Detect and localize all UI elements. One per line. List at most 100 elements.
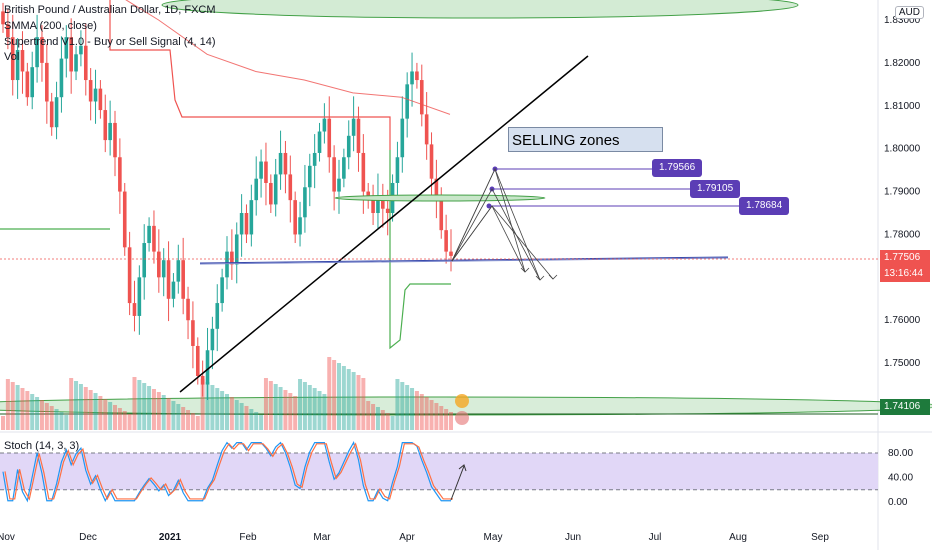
x-tick-label: Jun <box>565 532 581 543</box>
x-tick-label: Jul <box>649 532 662 543</box>
volume-bar <box>283 390 288 430</box>
volume-bar <box>176 404 181 430</box>
currency-badge[interactable]: AUD <box>894 6 924 19</box>
candle-body <box>439 195 444 231</box>
event-marker <box>455 394 469 408</box>
volume-bar <box>385 413 390 430</box>
candle-body <box>166 260 171 299</box>
candle-body <box>410 71 414 85</box>
candle-body <box>195 345 200 376</box>
volume-bar <box>20 388 25 430</box>
selling-zones-label: SELLING zones <box>508 127 663 152</box>
candle-body <box>239 213 244 235</box>
candle-body <box>69 37 73 72</box>
stoch-up-arrow <box>450 464 467 501</box>
volume-bar <box>346 369 351 430</box>
volume-bar <box>225 394 229 430</box>
volume-bar <box>298 379 303 430</box>
volume-bar <box>307 385 312 430</box>
candle-body <box>49 101 54 128</box>
volume-bar <box>249 409 254 430</box>
y-tick-label: 1.80000 <box>884 144 921 155</box>
volume-legend: Vol <box>4 51 20 63</box>
projection-arrowhead <box>535 275 545 281</box>
volume-bar <box>122 411 127 430</box>
candle-body <box>181 260 185 299</box>
projection-path <box>451 167 541 281</box>
x-tick-label: 2021 <box>159 532 182 543</box>
stoch-legend: Stoch (14, 3, 3) <box>4 440 80 452</box>
supertrend-down-segment <box>109 0 391 150</box>
y-tick-label: 1.79000 <box>884 187 921 198</box>
candle-body <box>118 157 122 192</box>
candle-body <box>429 144 434 179</box>
volume-bar <box>434 403 439 430</box>
supertrend-up-segment <box>389 150 451 350</box>
candle-body <box>395 157 400 183</box>
volume-bar <box>5 379 10 430</box>
x-tick-label: May <box>484 532 503 543</box>
candle-body <box>152 225 156 252</box>
volume-bar <box>351 372 356 430</box>
candle-body <box>191 320 195 346</box>
candle-body <box>161 260 166 278</box>
trend-line <box>179 55 589 393</box>
volume-bar <box>439 406 444 430</box>
volume-bar <box>220 391 225 430</box>
candle-body <box>337 178 341 192</box>
volume-bar <box>361 378 366 430</box>
candle-body <box>283 152 288 175</box>
smma-line <box>125 0 451 115</box>
volume-bar <box>200 379 205 430</box>
candle-body <box>307 165 312 188</box>
volume-bar <box>88 390 93 430</box>
candle-body <box>132 303 137 316</box>
volume-bar <box>44 403 49 430</box>
candle-body <box>234 234 239 265</box>
candle-body <box>312 152 317 166</box>
candle-body <box>269 182 273 205</box>
volume-bar <box>234 400 239 430</box>
volume-bar <box>54 409 59 430</box>
candle-body <box>444 230 448 252</box>
stoch-band <box>0 453 878 490</box>
candle-body <box>278 152 283 175</box>
resistance-zone <box>161 0 799 19</box>
candle-body <box>98 88 103 111</box>
volume-bar <box>156 392 161 430</box>
volume-bar <box>322 394 327 430</box>
volume-bar <box>161 395 166 430</box>
volume-bar <box>312 388 317 430</box>
volume-bar <box>59 412 64 430</box>
volume-bar <box>117 408 122 430</box>
volume-bar <box>268 381 273 430</box>
candle-body <box>64 37 69 59</box>
level-badge-1: 1.79566 <box>652 159 703 177</box>
candle-body <box>405 84 409 119</box>
stoch-d-line <box>4 442 453 501</box>
candle-body <box>137 277 142 316</box>
candle-body <box>171 281 176 299</box>
candle-body <box>74 54 78 72</box>
candle-body <box>293 200 297 235</box>
candle-body <box>424 114 429 145</box>
volume-bar <box>195 416 200 430</box>
volume-bar <box>278 387 283 430</box>
volume-bar <box>244 406 249 430</box>
candle-body <box>419 80 424 115</box>
projection-path <box>451 205 526 273</box>
volume-bar <box>186 410 191 430</box>
volume-bar <box>78 384 83 430</box>
volume-bar <box>215 388 220 430</box>
candle-body <box>327 118 332 158</box>
volume-bar <box>327 357 332 430</box>
candle-body <box>342 157 346 179</box>
countdown-badge: 13:16:44 <box>880 266 930 282</box>
volume-bar <box>10 382 15 430</box>
y-tick-label: 1.76000 <box>884 315 921 326</box>
volume-bar <box>49 406 54 430</box>
symbol-title: British Pound / Australian Dollar, 1D, F… <box>4 4 216 16</box>
candle-body <box>186 298 190 321</box>
y-tick-label: 1.81000 <box>884 101 921 112</box>
